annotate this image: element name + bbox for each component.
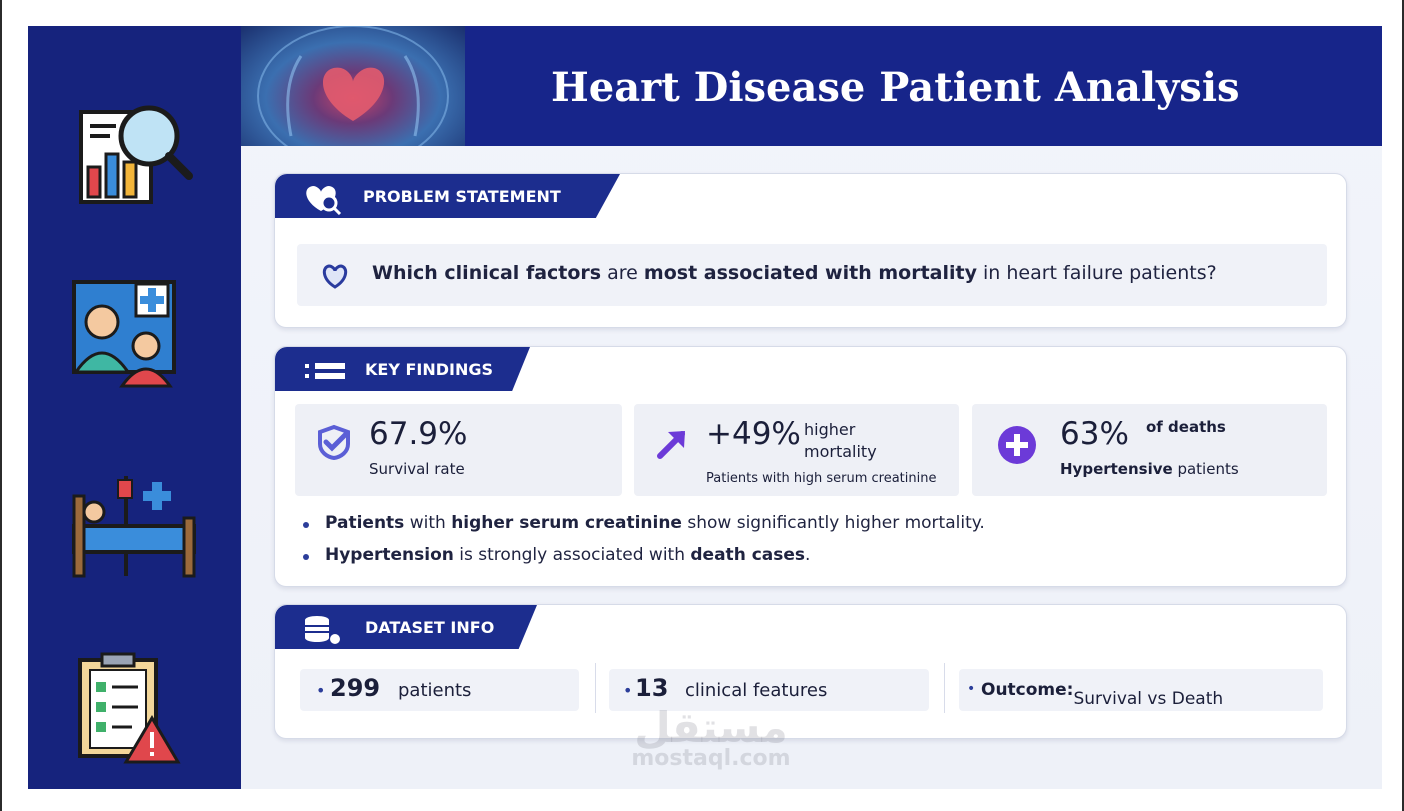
patients-count-box: • 299 patients [300,669,579,711]
creatinine-stat-box: +49% higher mortality Patients with high… [634,404,959,496]
hypertension-label: of deaths [1146,418,1226,436]
features-label: clinical features [685,680,828,701]
medical-checklist-warning-icon [78,652,181,764]
divider [595,663,596,713]
watermark-arabic: مستقل [634,703,788,752]
survival-value: 67.9% [369,416,468,452]
hypertension-stat-box: 63% of deaths Hypertensive patients [972,404,1327,496]
divider [944,663,945,713]
outcome-box: • Outcome: Survival vs Death [959,669,1323,711]
patients-count: 299 [330,674,381,702]
dataset-info-card: DATASET INFO • 299 patients • 13 clinica… [274,604,1347,739]
patients-label: patients [398,680,472,701]
watermark: مستقل mostaql.com [621,703,801,771]
creatinine-label-2: mortality [804,442,877,461]
doctor-patient-icon [72,280,176,388]
outcome-text: Outcome: Survival vs Death [981,680,1224,709]
features-count: 13 [635,674,669,702]
slide: Heart Disease Patient Analysis PROBLEM S… [241,26,1382,789]
dataset-info-tab: DATASET INFO [275,605,537,649]
heart-outline-icon [322,264,348,289]
creatinine-label-1: higher [804,420,856,439]
finding-bullet: Patients with higher serum creatinine sh… [301,513,985,533]
problem-statement-card: PROBLEM STATEMENT Which clinical factors… [274,173,1347,328]
database-icon [305,616,340,644]
creatinine-value: +49% [706,416,801,452]
problem-statement-tab: PROBLEM STATEMENT [275,174,620,218]
creatinine-sub: Patients with high serum creatinine [706,471,937,486]
findings-bullets: Patients with higher serum creatinine sh… [301,513,985,577]
watermark-english: mostaql.com [631,746,791,771]
features-count-box: • 13 clinical features [609,669,929,711]
check-badge-icon [318,424,350,460]
key-findings-tab: KEY FINDINGS [275,347,530,391]
plus-circle-icon [998,426,1036,464]
analytics-report-icon [79,105,193,204]
page-title: Heart Disease Patient Analysis [551,64,1240,111]
list-bars-icon [305,363,345,379]
sidebar [28,26,241,789]
heart-search-icon [306,186,342,215]
title-banner: Heart Disease Patient Analysis [241,26,1382,146]
hypertension-sub: Hypertensive patients [1060,460,1239,478]
survival-label: Survival rate [369,460,465,478]
dataset-info-label: DATASET INFO [365,618,495,637]
finding-bullet: Hypertension is strongly associated with… [301,545,985,565]
key-findings-label: KEY FINDINGS [365,360,494,379]
survival-stat-box: 67.9% Survival rate [295,404,622,496]
key-findings-card: KEY FINDINGS 67.9% Survival rate +49% hi… [274,346,1347,587]
problem-statement-label: PROBLEM STATEMENT [363,187,561,206]
problem-question: Which clinical factors are most associat… [372,262,1217,284]
hypertension-value: 63% [1060,416,1129,452]
heart-anatomy-image [241,26,465,146]
question-box: Which clinical factors are most associat… [297,244,1327,306]
hospital-bed-icon [72,476,196,578]
arrow-up-right-icon [657,431,685,459]
